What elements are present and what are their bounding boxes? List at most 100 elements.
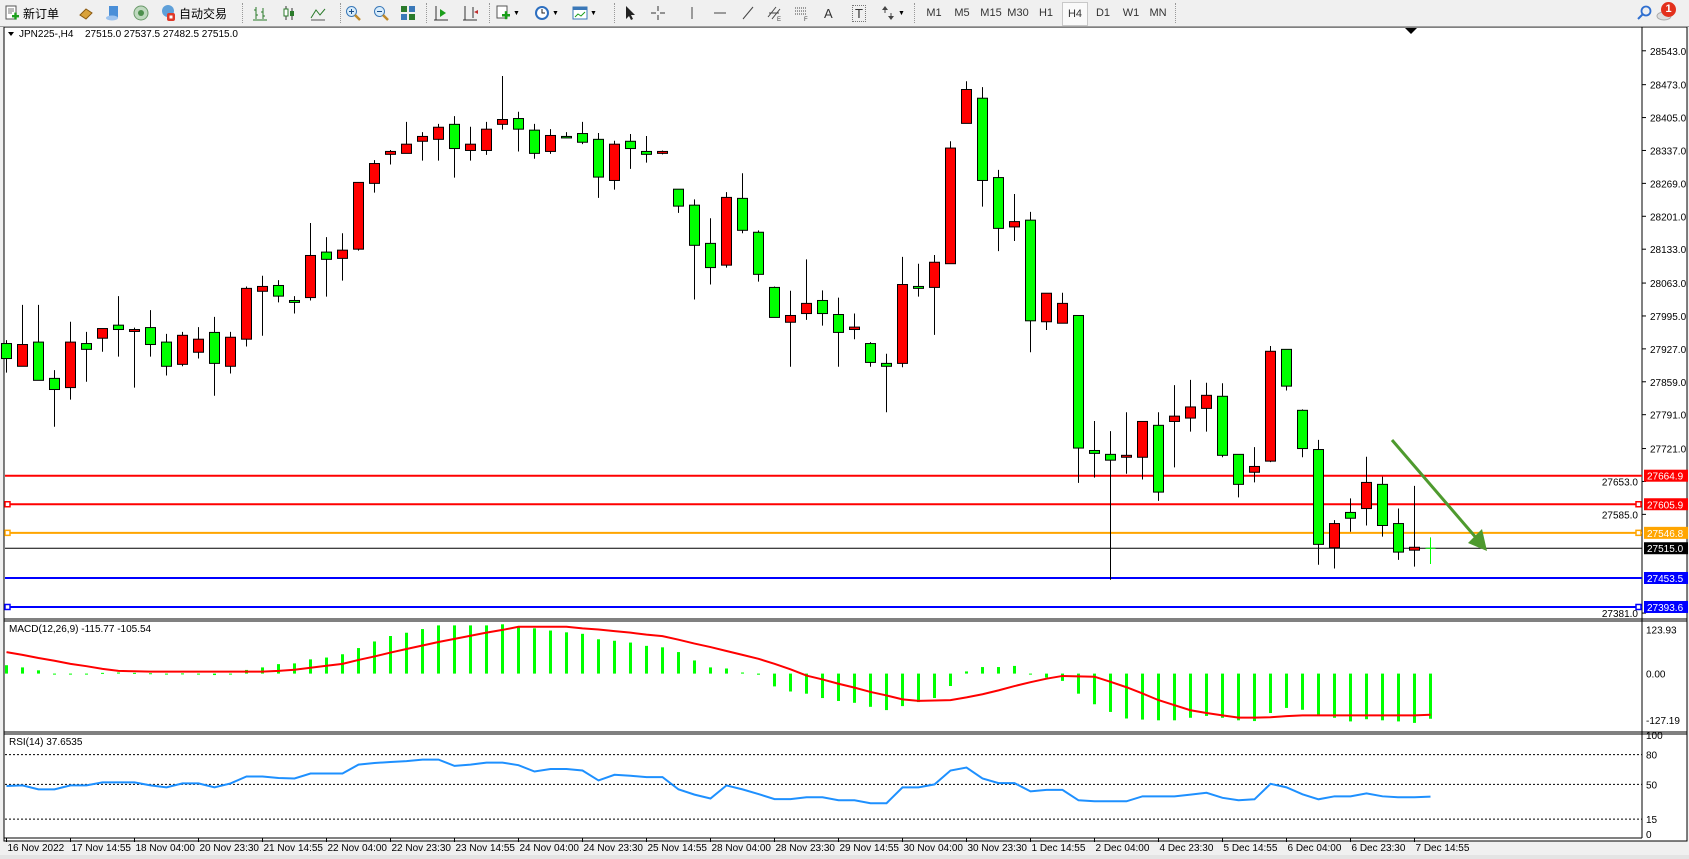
candle-body (193, 338, 204, 353)
timeframe-d1[interactable]: D1 (1095, 7, 1111, 19)
macd-histogram-bar (1093, 673, 1096, 705)
macd-histogram-bar (485, 625, 488, 674)
candle-body (1329, 523, 1340, 549)
market-watch-button[interactable] (105, 3, 121, 23)
candle-body (1297, 409, 1308, 450)
candle-body (561, 135, 572, 139)
timeframe-w1[interactable]: W1 (1122, 7, 1140, 19)
text-label-button[interactable]: T (852, 3, 866, 23)
price-tick-label: 28201.0 (1650, 212, 1687, 223)
price-tick-label: 28473.0 (1650, 81, 1687, 92)
chevron-down-icon[interactable]: ▼ (513, 9, 520, 17)
auto-trading-button[interactable]: 自动交易 (160, 3, 227, 23)
line-chart-button[interactable] (310, 3, 326, 23)
text-tool-button[interactable]: A (824, 3, 833, 23)
candle-body (241, 287, 252, 340)
text-label-icon: T (852, 4, 866, 22)
vertical-line-button[interactable] (684, 3, 700, 23)
price-tick-label: 27995.0 (1650, 312, 1687, 323)
toolbar-separator (1175, 3, 1177, 23)
timeframe-mn[interactable]: MN (1149, 7, 1167, 19)
macd-histogram-bar (1349, 673, 1352, 722)
candle (1249, 447, 1260, 483)
templates-button[interactable]: ▼ (572, 3, 597, 23)
horizontal-line-button[interactable] (712, 3, 728, 23)
timeframe-m15[interactable]: M15 (980, 7, 1002, 19)
line-anchor-marker[interactable] (4, 501, 11, 508)
candle (129, 327, 140, 388)
indicators-button[interactable]: ▼ (495, 3, 520, 23)
candle-body (481, 128, 492, 151)
zoom-out-button[interactable] (373, 3, 389, 23)
bar-chart-button[interactable] (252, 3, 268, 23)
new-order-button[interactable]: 新订单 (4, 3, 59, 23)
candle-body (1281, 348, 1292, 387)
time-label: 7 Dec 14:55 (1416, 843, 1470, 854)
candle-body (545, 134, 556, 152)
candle-body (257, 285, 268, 292)
candle (1425, 537, 1436, 564)
timeframe-m5[interactable]: M5 (954, 7, 970, 19)
macd-histogram-bar (1317, 673, 1320, 715)
macd-axis-label: -127.19 (1646, 716, 1680, 727)
price-line-label: 27453.5 (1647, 574, 1684, 585)
tile-windows-button[interactable] (400, 3, 416, 23)
trend-arrow-shaft[interactable] (1390, 439, 1480, 541)
trend-arrow-head-icon[interactable] (1468, 529, 1487, 551)
toolbar-separator (914, 3, 916, 23)
periods-button[interactable]: ▼ (534, 3, 559, 23)
candle-body (769, 286, 780, 318)
macd-histogram-bar (885, 673, 888, 711)
arrows-button[interactable]: ▼ (880, 3, 905, 23)
timeframe-m30[interactable]: M30 (1007, 7, 1029, 19)
candle (881, 353, 892, 413)
time-label: 30 Nov 23:30 (968, 843, 1028, 854)
candle-body (977, 97, 988, 181)
timeframe-m1[interactable]: M1 (926, 7, 942, 19)
price-tick-label: 28133.0 (1650, 245, 1687, 256)
chevron-down-icon[interactable]: ▼ (898, 9, 905, 17)
trendline-icon (742, 6, 754, 20)
candle-body (961, 88, 972, 124)
chevron-down-icon[interactable]: ▼ (590, 9, 597, 17)
line-anchor-marker[interactable] (1635, 603, 1642, 611)
zoom-in-button[interactable] (345, 3, 361, 23)
macd-histogram-bar (949, 673, 952, 687)
macd-histogram-bar (421, 629, 424, 674)
chart-shift-button[interactable] (462, 3, 478, 23)
candle-body (1201, 394, 1212, 409)
candlestick-chart-button[interactable] (281, 3, 297, 23)
macd-histogram-bar (917, 673, 920, 703)
timeframe-h4[interactable]: H4 (1062, 2, 1088, 26)
candle (785, 290, 796, 367)
line-anchor-marker[interactable] (4, 529, 11, 537)
trendline-button[interactable] (740, 3, 756, 23)
line-anchor-marker[interactable] (1635, 501, 1642, 508)
macd-histogram-bar (469, 625, 472, 674)
equidistant-channel-button[interactable]: E (767, 3, 783, 23)
cursor-button[interactable] (622, 3, 638, 23)
candle-body (1009, 221, 1020, 228)
time-label: 16 Nov 2022 (8, 843, 65, 854)
line-anchor-marker[interactable] (1635, 529, 1642, 537)
candle-body (833, 314, 844, 333)
candle (353, 181, 364, 251)
candle-body (673, 188, 684, 207)
candle (593, 133, 604, 198)
chart-shift-marker-icon[interactable] (1405, 28, 1417, 34)
chevron-down-icon[interactable]: ▼ (552, 9, 559, 17)
search-button[interactable] (1636, 3, 1652, 23)
gold-bars-button[interactable] (78, 3, 94, 23)
candle (113, 296, 124, 357)
candle (561, 132, 572, 139)
line-anchor-marker[interactable] (4, 603, 11, 611)
candle-body (1233, 453, 1244, 485)
candle (641, 135, 652, 163)
signals-button[interactable] (133, 3, 149, 23)
rsi-axis-label: 80 (1646, 751, 1658, 762)
auto-scroll-button[interactable] (433, 3, 449, 23)
timeframe-h1[interactable]: H1 (1038, 7, 1054, 19)
fibonacci-button[interactable]: F (794, 3, 810, 23)
crosshair-button[interactable] (650, 3, 666, 23)
